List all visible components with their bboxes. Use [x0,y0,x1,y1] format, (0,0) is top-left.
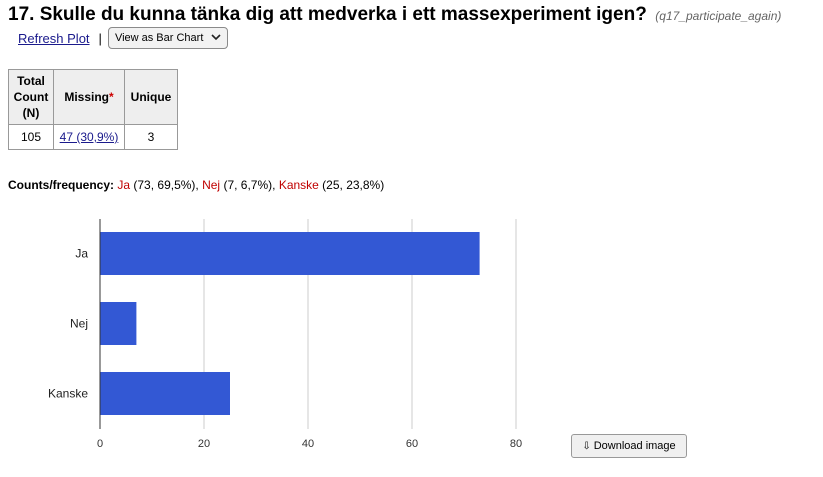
stats-header-row: Total Count (N) Missing* Unique [8,69,178,125]
download-image-button[interactable]: ⇩ Download image [571,434,687,458]
toolbar-separator: | [98,30,102,46]
freq-item-detail: (7, 6,7%) [220,178,273,192]
view-type-select-label: View as Bar Chart [114,32,204,44]
chevron-down-icon [211,32,221,44]
stats-table: Total Count (N) Missing* Unique 105 47 (… [8,69,178,150]
total-count-header: Total Count (N) [8,69,54,125]
x-tick-label: 60 [406,438,418,450]
bar-chart: Ja Nej Kanske 0 20 40 60 80 [48,219,522,450]
refresh-plot-link[interactable]: Refresh Plot [18,30,90,46]
counts-frequency-label: Counts/frequency: [8,178,115,192]
missing-asterisk: * [109,90,114,104]
freq-item-separator: , [195,178,203,192]
question-header: 17. Skulle du kunna tänka dig att medver… [8,4,781,26]
freq-item-detail: (25, 23,8%) [318,178,385,192]
missing-header: Missing* [53,69,125,125]
missing-header-label: Missing [64,90,109,104]
category-label: Kanske [48,387,88,401]
missing-value-cell: 47 (30,9%) [53,124,125,150]
question-title: 17. Skulle du kunna tänka dig att medver… [8,4,647,25]
stats-value-row: 105 47 (30,9%) 3 [8,124,178,150]
missing-value-link[interactable]: 47 (30,9%) [59,130,119,144]
freq-item: Nej (7, 6,7%), [202,178,279,192]
x-tick-label: 40 [302,438,314,450]
plot-toolbar: Refresh Plot | View as Bar Chart [18,27,229,49]
bar-nej [100,302,137,345]
bar-kanske [100,372,230,415]
category-label: Ja [75,247,88,261]
x-tick-label: 80 [510,438,522,450]
unique-value: 3 [124,124,178,150]
category-label: Nej [70,317,88,331]
total-count-value: 105 [8,124,54,150]
freq-item-name: Nej [202,178,221,192]
freq-item: Ja (73, 69,5%), [117,178,202,192]
bar-ja [100,232,480,275]
view-type-select[interactable]: View as Bar Chart [107,27,229,49]
unique-header: Unique [124,69,178,125]
counts-frequency: Counts/frequency: Ja (73, 69,5%), Nej (7… [8,178,384,192]
x-tick-label: 0 [97,438,103,450]
freq-item: Kanske (25, 23,8%) [279,178,384,192]
variable-name: (q17_participate_again) [655,9,782,23]
freq-item-separator: , [272,178,279,192]
x-tick-label: 20 [198,438,210,450]
freq-item-detail: (73, 69,5%) [130,178,196,192]
download-image-label: Download image [593,440,676,452]
download-arrow-icon: ⇩ [582,440,591,452]
freq-item-name: Ja [117,178,131,192]
freq-item-name: Kanske [278,178,319,192]
